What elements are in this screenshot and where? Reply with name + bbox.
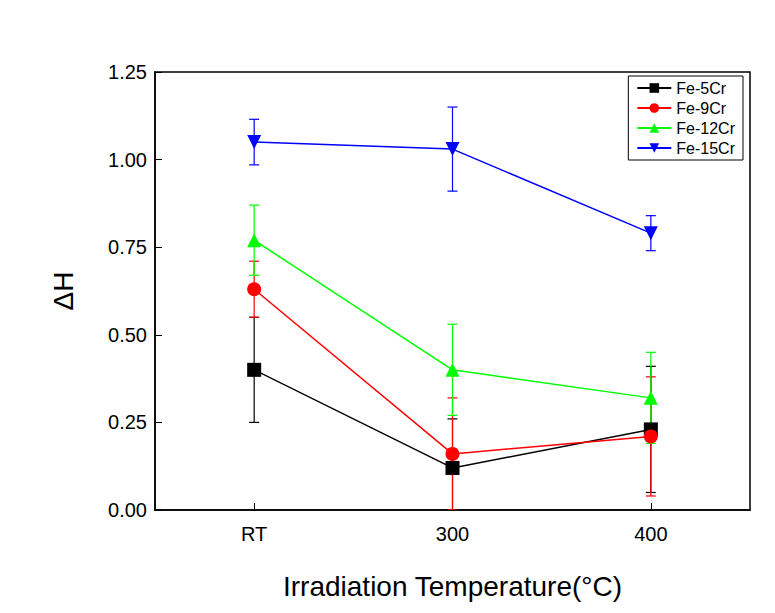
svg-text:400: 400 xyxy=(634,523,667,545)
svg-text:0.75: 0.75 xyxy=(108,236,147,258)
svg-text:0.50: 0.50 xyxy=(108,324,147,346)
svg-text:Irradiation Temperature(°C): Irradiation Temperature(°C) xyxy=(283,571,622,602)
svg-text:1.00: 1.00 xyxy=(108,149,147,171)
svg-text:RT: RT xyxy=(241,523,267,545)
svg-text:Fe-9Cr: Fe-9Cr xyxy=(676,100,726,117)
svg-text:Fe-15Cr: Fe-15Cr xyxy=(676,140,735,157)
svg-text:Fe-5Cr: Fe-5Cr xyxy=(676,80,726,97)
svg-text:300: 300 xyxy=(436,523,469,545)
svg-text:0.00: 0.00 xyxy=(108,499,147,521)
svg-text:ΔH: ΔH xyxy=(48,272,79,311)
svg-text:1.25: 1.25 xyxy=(108,61,147,83)
svg-text:0.25: 0.25 xyxy=(108,411,147,433)
svg-text:Fe-12Cr: Fe-12Cr xyxy=(676,120,735,137)
